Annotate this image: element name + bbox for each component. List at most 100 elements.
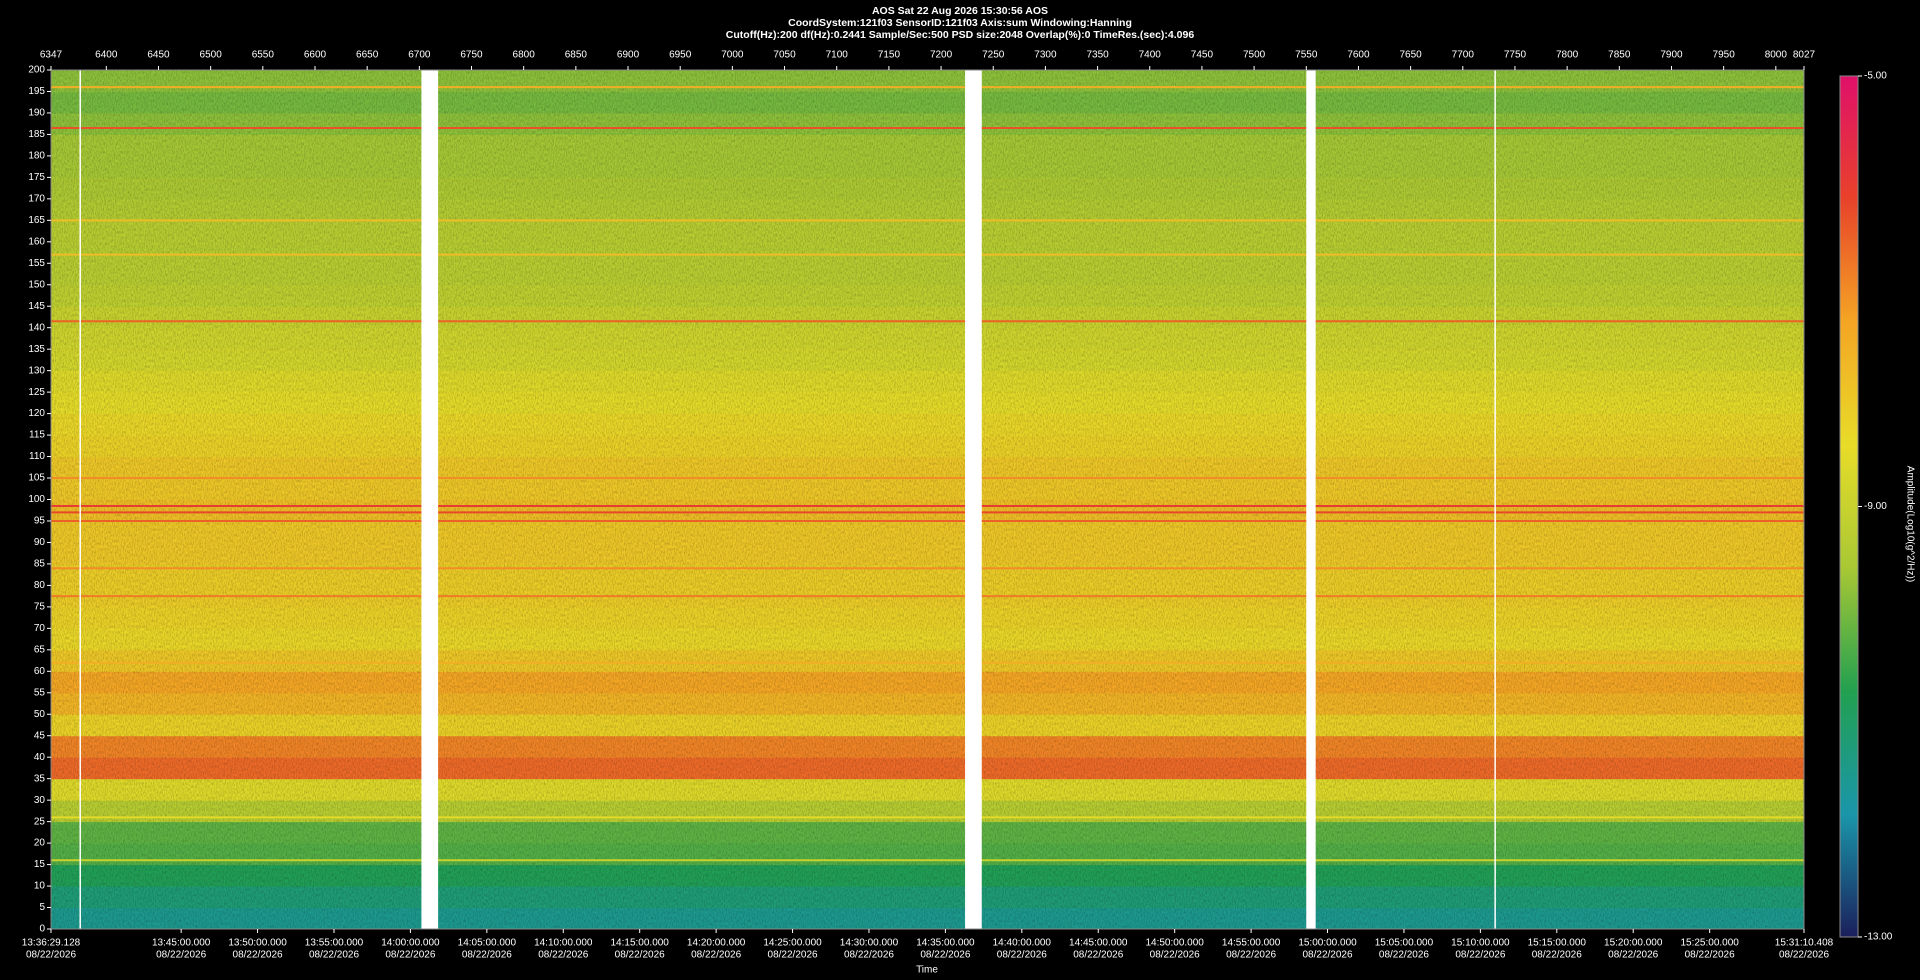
- y-tick-label: 180: [28, 151, 45, 162]
- time-tick-date: 08/22/2026: [309, 950, 359, 961]
- time-tick-date: 08/22/2026: [538, 950, 588, 961]
- time-tick-date: 08/22/2026: [997, 950, 1047, 961]
- x-top-tick-label: 6800: [513, 50, 536, 61]
- x-top-tick-label: 6700: [408, 50, 431, 61]
- y-tick-label: 65: [34, 644, 46, 655]
- x-top-tick-label: 6550: [252, 50, 275, 61]
- y-tick-label: 105: [28, 473, 45, 484]
- time-tick-label: 13:45:00.000: [152, 938, 211, 949]
- y-tick-label: 170: [28, 193, 45, 204]
- time-tick-label: 14:20:00.000: [687, 938, 746, 949]
- time-tick-label: 14:55:00.000: [1222, 938, 1281, 949]
- time-tick-date: 08/22/2026: [1379, 950, 1429, 961]
- y-tick-label: 165: [28, 215, 45, 226]
- y-tick-label: 150: [28, 279, 45, 290]
- time-tick-label: 14:45:00.000: [1069, 938, 1128, 949]
- y-tick-label: 10: [34, 881, 46, 892]
- time-tick-label: 13:55:00.000: [305, 938, 364, 949]
- y-tick-label: 0: [39, 924, 45, 935]
- y-tick-label: 80: [34, 580, 46, 591]
- time-tick-label: 15:00:00.000: [1298, 938, 1357, 949]
- y-tick-label: 120: [28, 408, 45, 419]
- y-tick-label: 195: [28, 86, 45, 97]
- x-top-tick-label: 7250: [982, 50, 1005, 61]
- time-tick-label: 14:50:00.000: [1145, 938, 1204, 949]
- time-tick-label: 15:20:00.000: [1604, 938, 1663, 949]
- y-tick-label: 45: [34, 730, 46, 741]
- y-tick-label: 160: [28, 236, 45, 247]
- time-tick-date: 08/22/2026: [1532, 950, 1582, 961]
- y-tick-label: 30: [34, 795, 46, 806]
- x-top-tick-label: 7950: [1713, 50, 1736, 61]
- x-top-tick-label: 7750: [1504, 50, 1527, 61]
- y-tick-label: 60: [34, 666, 46, 677]
- x-top-tick-label: 6400: [95, 50, 118, 61]
- y-tick-label: 125: [28, 387, 45, 398]
- x-top-tick-label: 7800: [1556, 50, 1579, 61]
- time-tick-label: 15:10:00.000: [1451, 938, 1510, 949]
- x-top-tick-label: 7450: [1191, 50, 1214, 61]
- y-tick-label: 100: [28, 494, 45, 505]
- time-tick-label: 14:05:00.000: [458, 938, 517, 949]
- noise-texture: [51, 70, 1804, 929]
- y-tick-label: 200: [28, 65, 45, 76]
- data-gap: [1306, 70, 1316, 929]
- x-top-tick-label: 7850: [1608, 50, 1631, 61]
- x-top-tick-label: 6600: [304, 50, 327, 61]
- y-tick-label: 20: [34, 838, 46, 849]
- y-tick-label: 90: [34, 537, 46, 548]
- x-top-tick-label: 8000: [1765, 50, 1788, 61]
- time-tick-label: 14:30:00.000: [840, 938, 899, 949]
- x-top-tick-label: 7000: [721, 50, 744, 61]
- x-top-tick-label: 6500: [200, 50, 223, 61]
- x-top-tick-label: 8027: [1793, 50, 1816, 61]
- x-top-tick-label: 7150: [878, 50, 901, 61]
- x-top-tick-label: 7350: [1086, 50, 1109, 61]
- x-top-tick-label: 7100: [826, 50, 849, 61]
- time-tick-label: 14:00:00.000: [381, 938, 440, 949]
- x-top-tick-label: 6750: [460, 50, 483, 61]
- y-tick-label: 140: [28, 322, 45, 333]
- y-tick-label: 135: [28, 344, 45, 355]
- time-tick-date: 08/22/2026: [1779, 950, 1829, 961]
- y-tick-label: 50: [34, 709, 46, 720]
- x-top-tick-label: 7650: [1399, 50, 1422, 61]
- time-tick-date: 08/22/2026: [1608, 950, 1658, 961]
- x-top-tick-label: 6347: [40, 50, 63, 61]
- x-top-tick-label: 7200: [930, 50, 953, 61]
- time-tick-label: 14:10:00.000: [534, 938, 593, 949]
- time-tick-label: 14:40:00.000: [993, 938, 1052, 949]
- chart-title: AOS Sat 22 Aug 2026 15:30:56 AOS: [872, 5, 1048, 17]
- y-tick-label: 95: [34, 516, 46, 527]
- time-tick-label: 13:50:00.000: [228, 938, 287, 949]
- colorbar-tick-label: -13.00: [1864, 932, 1893, 943]
- time-tick-label: 15:31:10.408: [1775, 938, 1834, 949]
- y-tick-label: 70: [34, 623, 46, 634]
- time-tick-date: 08/22/2026: [1150, 950, 1200, 961]
- time-tick-date: 08/22/2026: [462, 950, 512, 961]
- time-tick-label: 14:25:00.000: [763, 938, 822, 949]
- time-tick-label: 15:15:00.000: [1528, 938, 1587, 949]
- x-top-tick-label: 7300: [1034, 50, 1057, 61]
- y-tick-label: 85: [34, 559, 46, 570]
- time-tick-date: 08/22/2026: [920, 950, 970, 961]
- x-top-tick-label: 7600: [1347, 50, 1370, 61]
- x-top-tick-label: 6450: [147, 50, 170, 61]
- time-tick-date: 08/22/2026: [156, 950, 206, 961]
- colorbar-tick-label: -5.00: [1864, 71, 1887, 82]
- y-tick-label: 145: [28, 301, 45, 312]
- y-tick-label: 110: [29, 451, 45, 462]
- chart-subtitle: CoordSystem:121f03 SensorID:121f03 Axis:…: [788, 17, 1132, 29]
- y-tick-label: 115: [29, 430, 45, 441]
- x-top-tick-label: 6650: [356, 50, 379, 61]
- time-tick-date: 08/22/2026: [691, 950, 741, 961]
- plot-area: [51, 70, 1804, 930]
- time-tick-date: 08/22/2026: [844, 950, 894, 961]
- x-top-tick-label: 7500: [1243, 50, 1266, 61]
- colorbar-label: Amplitude(Log10(g^2/Hz)): [1904, 466, 1915, 582]
- time-tick-label: 15:05:00.000: [1375, 938, 1434, 949]
- time-tick-label: 14:35:00.000: [916, 938, 975, 949]
- time-tick-date: 08/22/2026: [1455, 950, 1505, 961]
